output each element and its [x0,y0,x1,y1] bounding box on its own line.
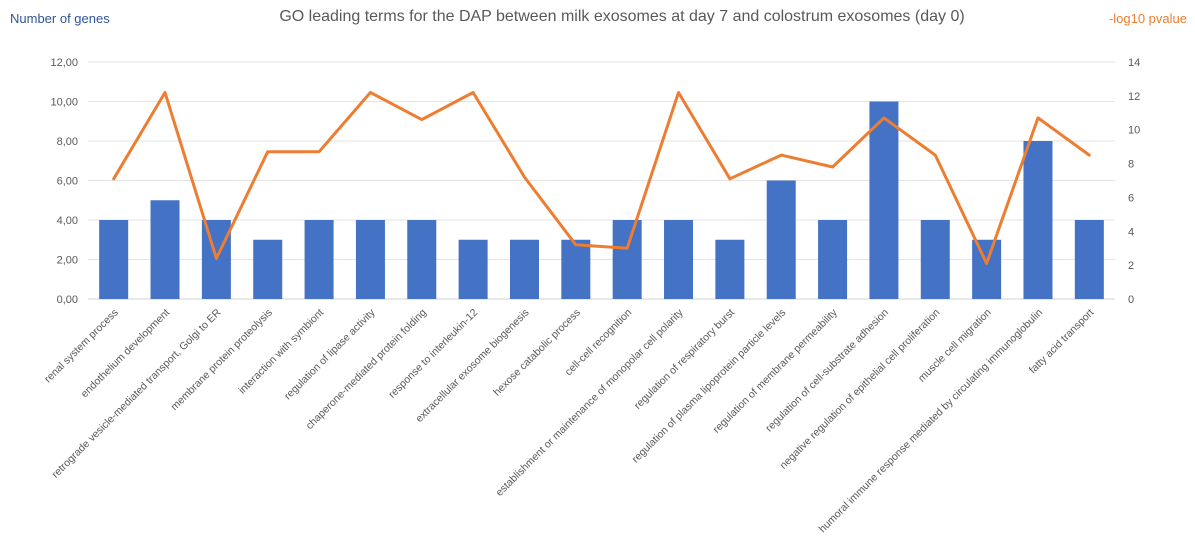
left-tick-label: 8,00 [57,136,78,148]
category-label: interaction with symbiont [236,307,326,397]
left-tick-label: 2,00 [57,255,78,267]
right-tick-label: 2 [1128,260,1134,272]
bar [715,239,745,299]
left-axis-title: Number of genes [10,11,110,26]
bar [972,239,1002,299]
bar [561,239,591,299]
category-label: endothelium development [79,307,173,401]
bar [458,239,488,299]
bar [99,220,129,299]
bar [818,220,848,299]
bar [612,220,642,299]
category-label: establishment or maintenance of monopola… [494,306,687,499]
category-label: response to interleukin-12 [386,307,480,401]
bar [509,239,539,299]
right-axis-ticks: 0 2 4 6 8 10 12 14 [1128,57,1140,306]
left-tick-label: 6,00 [57,176,78,188]
chart-title: GO leading terms for the DAP between mil… [279,8,964,25]
bar [920,220,950,299]
right-tick-label: 0 [1128,294,1134,306]
line-series-log10-pvalue [112,91,1091,265]
series-line [112,91,1091,265]
gridlines [88,61,1115,300]
left-axis-ticks: 0,00 2,00 4,00 6,00 8,00 10,00 12,00 [50,57,78,306]
right-tick-label: 10 [1128,125,1140,137]
right-tick-label: 12 [1128,91,1140,103]
left-tick-label: 0,00 [57,294,78,306]
right-tick-label: 4 [1128,226,1134,238]
bar [407,220,437,299]
left-tick-label: 4,00 [57,215,78,227]
left-tick-label: 10,00 [50,97,78,109]
category-label: regulation of lipase activity [282,306,378,402]
bar [1074,220,1104,299]
category-label: hexose catabolic process [491,307,583,399]
left-tick-label: 12,00 [50,57,78,69]
bar-series-number-of-genes [99,101,1104,299]
right-tick-label: 6 [1128,192,1134,204]
category-label: extracellular exosome biogenesis [413,307,531,425]
category-label: membrane protein proteolysis [169,307,275,413]
bar [150,200,180,299]
category-label: regulation of respiratory burst [632,307,737,412]
right-tick-label: 14 [1128,57,1140,69]
right-tick-label: 8 [1128,159,1134,171]
bar [766,180,796,299]
bar [304,220,334,299]
bar [253,239,283,299]
bar [664,220,694,299]
bar [869,101,899,299]
right-axis-title: -log10 pvalue [1109,11,1187,26]
bar [355,220,385,299]
bar [1023,141,1053,299]
